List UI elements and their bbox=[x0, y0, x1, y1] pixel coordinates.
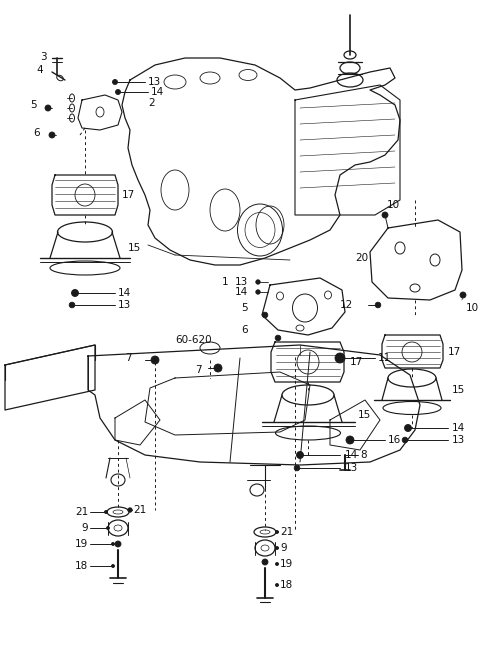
Ellipse shape bbox=[151, 356, 159, 364]
Text: 2: 2 bbox=[148, 98, 155, 108]
Text: 19: 19 bbox=[75, 539, 88, 549]
Ellipse shape bbox=[346, 436, 354, 444]
Text: 18: 18 bbox=[280, 580, 293, 590]
Text: 7: 7 bbox=[195, 365, 202, 375]
Text: 17: 17 bbox=[122, 190, 135, 200]
Ellipse shape bbox=[276, 531, 278, 533]
Text: 14: 14 bbox=[345, 450, 358, 460]
Text: 1: 1 bbox=[222, 277, 228, 287]
Text: 14: 14 bbox=[151, 87, 164, 97]
Ellipse shape bbox=[335, 353, 345, 363]
Ellipse shape bbox=[115, 541, 121, 547]
Ellipse shape bbox=[405, 424, 411, 432]
Text: 6: 6 bbox=[33, 128, 40, 138]
Text: 17: 17 bbox=[350, 357, 363, 367]
Text: 11: 11 bbox=[378, 353, 391, 363]
Text: 10: 10 bbox=[466, 303, 479, 313]
Text: 21: 21 bbox=[280, 527, 293, 537]
Text: 17: 17 bbox=[448, 347, 461, 357]
Ellipse shape bbox=[111, 543, 115, 546]
Ellipse shape bbox=[276, 583, 278, 586]
Text: 14: 14 bbox=[118, 288, 131, 298]
Ellipse shape bbox=[49, 132, 55, 138]
Text: 19: 19 bbox=[280, 559, 293, 569]
Ellipse shape bbox=[128, 508, 132, 512]
Text: 21: 21 bbox=[133, 505, 146, 515]
Ellipse shape bbox=[116, 89, 120, 94]
Text: 10: 10 bbox=[387, 200, 400, 210]
Ellipse shape bbox=[294, 465, 300, 471]
Ellipse shape bbox=[375, 302, 381, 308]
Ellipse shape bbox=[112, 79, 118, 85]
Text: 13: 13 bbox=[452, 435, 465, 445]
Text: 3: 3 bbox=[40, 52, 47, 62]
Text: 14: 14 bbox=[452, 423, 465, 433]
Text: 8: 8 bbox=[360, 450, 367, 460]
Ellipse shape bbox=[275, 335, 281, 341]
Text: 5: 5 bbox=[241, 303, 248, 313]
Ellipse shape bbox=[256, 280, 260, 284]
Text: 21: 21 bbox=[75, 507, 88, 517]
Ellipse shape bbox=[382, 212, 388, 218]
Ellipse shape bbox=[297, 451, 303, 459]
Ellipse shape bbox=[276, 546, 278, 550]
Text: 13: 13 bbox=[345, 463, 358, 473]
Text: 5: 5 bbox=[30, 100, 36, 110]
Ellipse shape bbox=[69, 302, 75, 308]
Ellipse shape bbox=[262, 559, 268, 565]
Ellipse shape bbox=[276, 562, 278, 565]
Ellipse shape bbox=[72, 289, 79, 297]
Text: 20: 20 bbox=[355, 253, 368, 263]
Ellipse shape bbox=[111, 565, 115, 567]
Text: 14: 14 bbox=[235, 287, 248, 297]
Text: 13: 13 bbox=[235, 277, 248, 287]
Text: 15: 15 bbox=[452, 385, 465, 395]
Text: 12: 12 bbox=[340, 300, 353, 310]
Ellipse shape bbox=[256, 290, 260, 294]
Text: 7: 7 bbox=[125, 353, 132, 363]
Text: 4: 4 bbox=[36, 65, 43, 75]
Ellipse shape bbox=[214, 364, 222, 372]
Text: 6: 6 bbox=[241, 325, 248, 335]
Ellipse shape bbox=[107, 527, 109, 529]
Ellipse shape bbox=[460, 292, 466, 298]
Text: 15: 15 bbox=[128, 243, 141, 253]
Ellipse shape bbox=[105, 510, 108, 514]
Ellipse shape bbox=[402, 437, 408, 443]
Text: 16: 16 bbox=[388, 435, 401, 445]
Text: 15: 15 bbox=[358, 410, 371, 420]
Text: 9: 9 bbox=[280, 543, 287, 553]
Ellipse shape bbox=[45, 105, 51, 111]
Text: 13: 13 bbox=[148, 77, 161, 87]
Text: 9: 9 bbox=[82, 523, 88, 533]
Text: 18: 18 bbox=[75, 561, 88, 571]
Text: 60-620: 60-620 bbox=[175, 335, 212, 345]
Ellipse shape bbox=[262, 312, 268, 318]
Text: 13: 13 bbox=[118, 300, 131, 310]
